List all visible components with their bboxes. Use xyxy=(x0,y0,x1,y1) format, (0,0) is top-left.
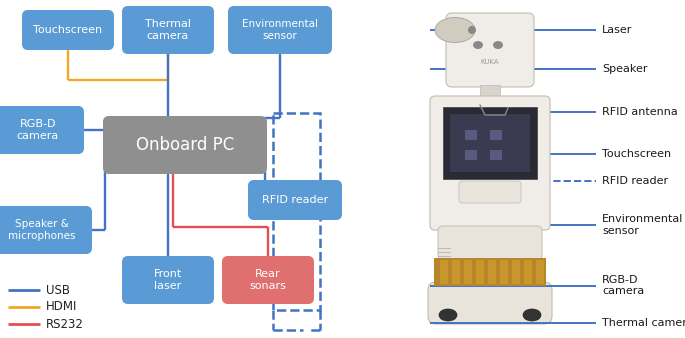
Text: RS232: RS232 xyxy=(46,317,84,331)
Text: RFID antenna: RFID antenna xyxy=(602,106,677,117)
Bar xyxy=(465,130,477,140)
Bar xyxy=(273,113,320,310)
Ellipse shape xyxy=(493,41,503,49)
Bar xyxy=(488,260,496,284)
Text: Speaker: Speaker xyxy=(602,64,647,74)
Text: USB: USB xyxy=(46,284,70,296)
Text: RGB-D
camera: RGB-D camera xyxy=(602,275,645,296)
FancyBboxPatch shape xyxy=(459,181,521,203)
FancyBboxPatch shape xyxy=(446,13,534,87)
FancyBboxPatch shape xyxy=(438,226,542,260)
Text: Laser: Laser xyxy=(602,25,632,35)
Bar xyxy=(440,260,448,284)
FancyBboxPatch shape xyxy=(228,6,332,54)
Bar xyxy=(452,260,460,284)
Text: Rear
sonars: Rear sonars xyxy=(249,269,286,291)
Bar xyxy=(450,114,530,172)
Bar xyxy=(490,130,502,140)
Text: RFID reader: RFID reader xyxy=(602,176,668,186)
Text: Environmental
sensor: Environmental sensor xyxy=(602,214,684,236)
Bar xyxy=(490,150,502,160)
Ellipse shape xyxy=(468,26,476,34)
FancyBboxPatch shape xyxy=(103,116,267,174)
Bar xyxy=(536,260,544,284)
Text: Touchscreen: Touchscreen xyxy=(34,25,103,35)
FancyBboxPatch shape xyxy=(122,256,214,304)
FancyBboxPatch shape xyxy=(122,6,214,54)
FancyBboxPatch shape xyxy=(443,107,537,179)
Bar xyxy=(500,260,508,284)
Bar xyxy=(465,150,477,160)
Text: Thermal camera: Thermal camera xyxy=(602,318,685,328)
FancyBboxPatch shape xyxy=(0,106,84,154)
Ellipse shape xyxy=(439,309,457,321)
FancyBboxPatch shape xyxy=(222,256,314,304)
Text: HDMI: HDMI xyxy=(46,300,77,314)
Text: KUKA: KUKA xyxy=(481,59,499,65)
FancyBboxPatch shape xyxy=(0,206,92,254)
Bar xyxy=(512,260,520,284)
Text: Speaker &
microphones: Speaker & microphones xyxy=(8,219,76,241)
FancyBboxPatch shape xyxy=(22,10,114,50)
Text: Environmental
sensor: Environmental sensor xyxy=(242,19,318,41)
Text: Onboard PC: Onboard PC xyxy=(136,136,234,154)
FancyBboxPatch shape xyxy=(248,180,342,220)
Text: RFID reader: RFID reader xyxy=(262,195,328,205)
FancyBboxPatch shape xyxy=(430,96,550,230)
Ellipse shape xyxy=(435,18,475,43)
Bar xyxy=(524,260,532,284)
Bar xyxy=(476,260,484,284)
Bar xyxy=(480,85,500,100)
FancyBboxPatch shape xyxy=(428,282,552,324)
Text: Touchscreen: Touchscreen xyxy=(602,149,671,159)
Text: Front
laser: Front laser xyxy=(154,269,182,291)
FancyBboxPatch shape xyxy=(434,258,546,286)
Ellipse shape xyxy=(523,309,541,321)
Bar xyxy=(464,260,472,284)
Ellipse shape xyxy=(473,41,483,49)
Text: RGB-D
camera: RGB-D camera xyxy=(17,119,59,141)
Text: Thermal
camera: Thermal camera xyxy=(145,19,191,41)
